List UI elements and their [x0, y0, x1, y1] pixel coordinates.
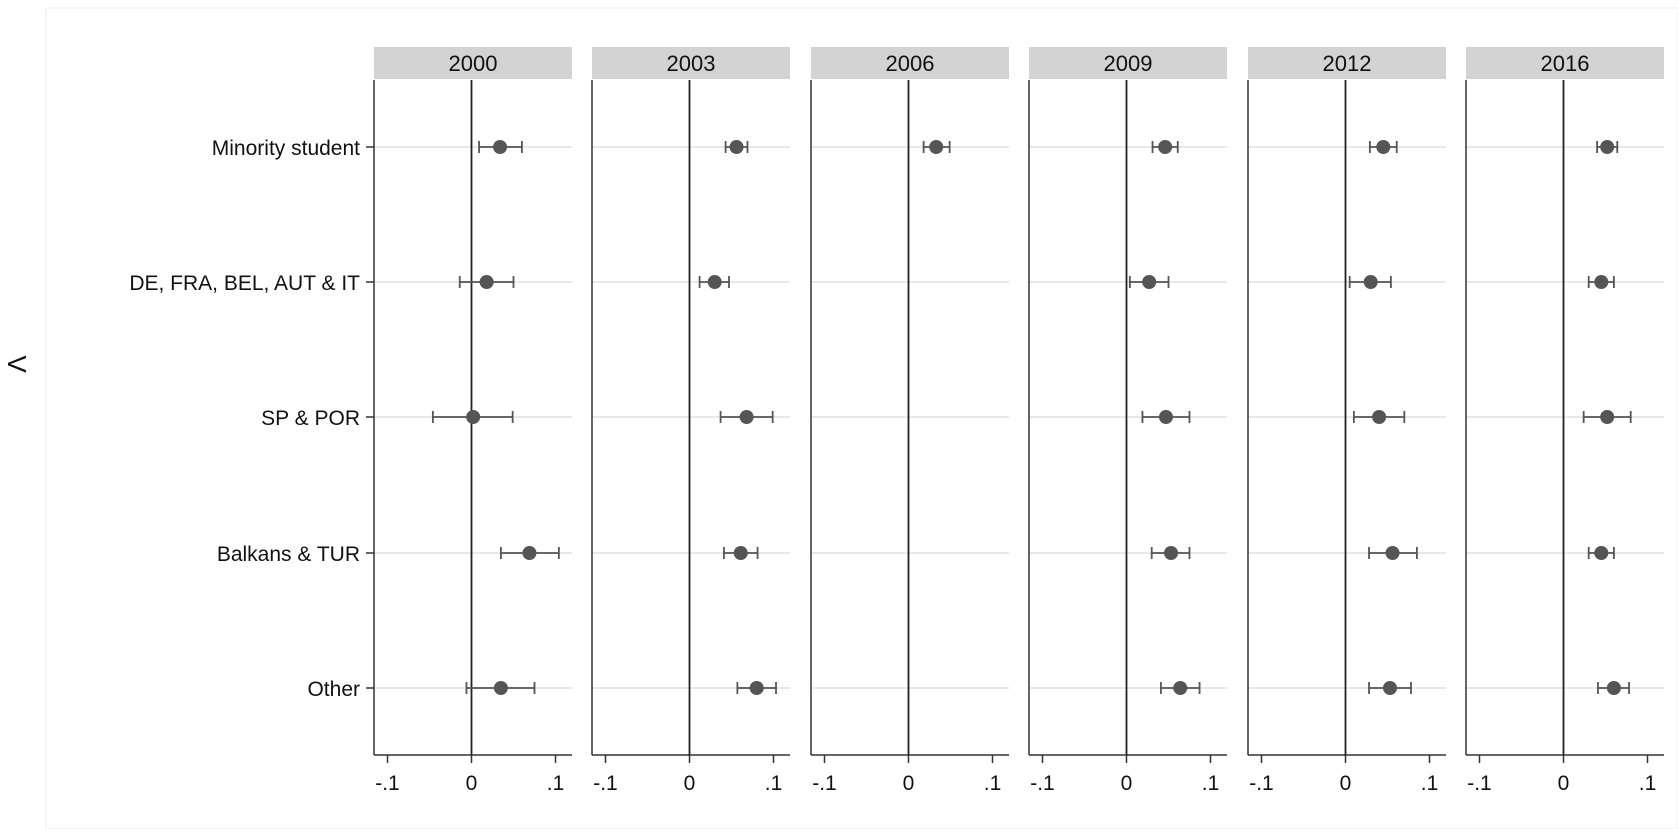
x-tick-label: .1 — [765, 772, 783, 795]
x-tick-label: 0 — [466, 772, 478, 795]
panel-year-label: 2006 — [886, 51, 935, 76]
panel-header — [811, 47, 1009, 79]
x-tick-label: .1 — [984, 772, 1002, 795]
point-estimate — [749, 681, 764, 695]
x-tick-label: 0 — [903, 772, 915, 795]
point-estimate — [1142, 275, 1157, 289]
point-estimate — [1600, 410, 1615, 424]
panel-header — [374, 47, 572, 79]
point-estimate — [739, 410, 754, 424]
x-tick-label: .1 — [1421, 772, 1439, 795]
point-estimate — [1363, 275, 1378, 289]
point-estimate — [733, 546, 748, 560]
x-tick-label: .1 — [547, 772, 565, 795]
point-estimate — [522, 546, 537, 560]
point-estimate — [929, 140, 944, 154]
x-tick-label: -.1 — [1030, 772, 1055, 795]
x-tick-label: -.1 — [1467, 772, 1492, 795]
x-tick-label: 0 — [1121, 772, 1133, 795]
point-estimate — [1376, 140, 1391, 154]
point-estimate — [1372, 410, 1387, 424]
point-estimate — [707, 275, 722, 289]
panel-year-label: 2012 — [1323, 51, 1372, 76]
x-tick-label: -.1 — [812, 772, 837, 795]
x-tick-label: -.1 — [375, 772, 400, 795]
point-estimate — [479, 275, 494, 289]
point-estimate — [1164, 546, 1179, 560]
point-estimate — [1594, 546, 1609, 560]
point-estimate — [493, 140, 508, 154]
point-estimate — [1385, 546, 1400, 560]
category-label: Balkans & TUR — [217, 543, 360, 566]
category-label: Other — [307, 678, 360, 701]
panel-header — [1466, 47, 1664, 79]
point-estimate — [1158, 140, 1173, 154]
panel-year-label: 2016 — [1541, 51, 1590, 76]
x-tick-label: -.1 — [1249, 772, 1274, 795]
category-label: DE, FRA, BEL, AUT & IT — [129, 272, 360, 295]
point-estimate — [1606, 681, 1621, 695]
x-tick-label: 0 — [1558, 772, 1570, 795]
panel-header — [1248, 47, 1446, 79]
panel-year-label: 2009 — [1104, 51, 1153, 76]
point-estimate — [1158, 410, 1173, 424]
plot-region-background — [45, 7, 1678, 830]
point-estimate — [1383, 681, 1398, 695]
x-tick-label: -.1 — [593, 772, 618, 795]
point-estimate — [466, 410, 481, 424]
panel-header — [1029, 47, 1227, 79]
panel-year-label: 2000 — [449, 51, 498, 76]
point-estimate — [1594, 275, 1609, 289]
panel-year-label: 2003 — [667, 51, 716, 76]
y-axis-title: Λ — [2, 355, 32, 373]
category-label: SP & POR — [261, 407, 360, 430]
point-estimate — [493, 681, 508, 695]
x-tick-label: .1 — [1639, 772, 1657, 795]
panel-header — [592, 47, 790, 79]
x-tick-label: 0 — [1340, 772, 1352, 795]
point-estimate — [1600, 140, 1615, 154]
point-estimate — [1173, 681, 1188, 695]
point-estimate — [729, 140, 744, 154]
x-tick-label: 0 — [684, 772, 696, 795]
x-tick-label: .1 — [1202, 772, 1220, 795]
category-label: Minority student — [212, 137, 360, 160]
